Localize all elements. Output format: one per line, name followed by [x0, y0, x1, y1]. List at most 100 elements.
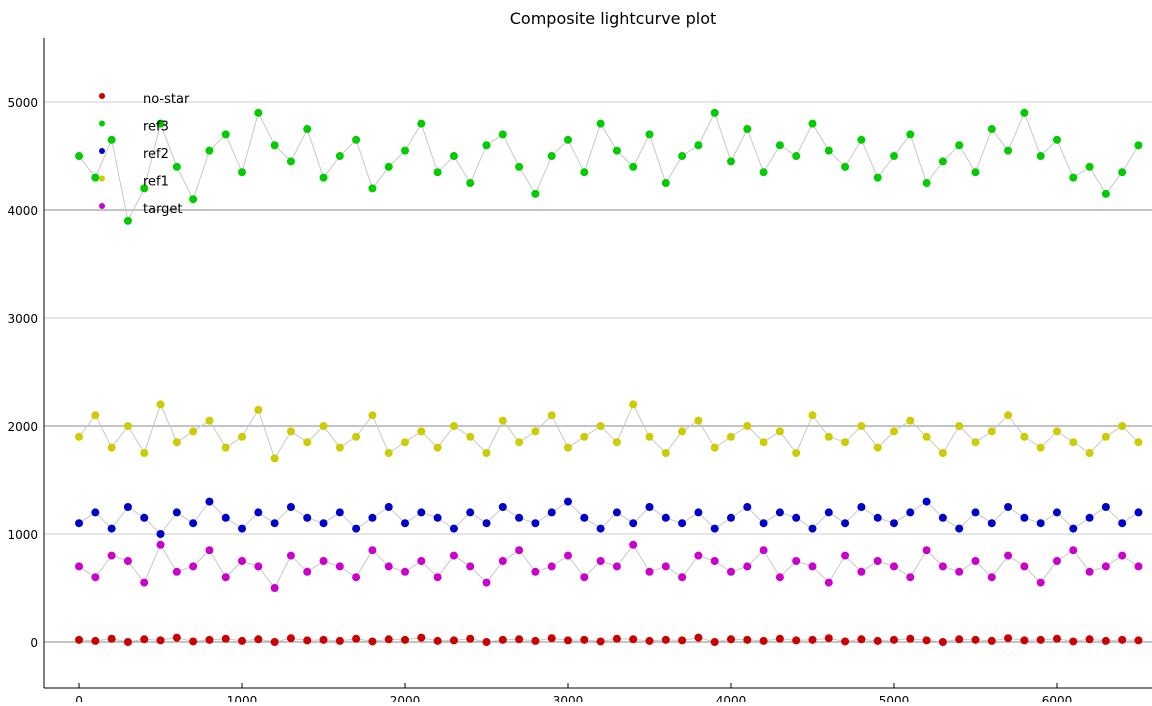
- data-point: [123, 503, 132, 512]
- data-point: [987, 573, 996, 582]
- data-point: [75, 635, 84, 644]
- data-point: [368, 513, 377, 522]
- data-point: [254, 405, 263, 414]
- data-point: [1036, 519, 1045, 528]
- data-point: [629, 519, 638, 528]
- data-point: [710, 557, 719, 566]
- data-point: [955, 567, 964, 576]
- data-point: [286, 427, 295, 436]
- data-point: [612, 634, 621, 643]
- data-point: [107, 443, 116, 452]
- data-point: [955, 635, 964, 644]
- data-point: [75, 519, 84, 528]
- x-tick-label: 1000: [227, 694, 258, 702]
- data-point: [417, 633, 426, 642]
- series-line: [78, 500, 1139, 535]
- data-point: [1118, 551, 1127, 560]
- data-point: [922, 497, 931, 506]
- data-point: [270, 519, 279, 528]
- legend-label-no-star: no-star: [143, 92, 190, 107]
- data-point: [938, 513, 947, 522]
- data-point: [449, 152, 458, 161]
- data-point: [352, 432, 361, 441]
- data-point: [808, 411, 817, 420]
- data-point: [824, 508, 833, 517]
- data-point: [775, 573, 784, 582]
- data-point: [1069, 438, 1078, 447]
- data-point: [286, 157, 295, 166]
- data-point: [1052, 634, 1061, 643]
- data-point: [172, 508, 181, 517]
- data-point: [580, 513, 589, 522]
- data-point: [221, 513, 230, 522]
- data-point: [612, 508, 621, 517]
- data-point: [841, 438, 850, 447]
- data-point: [857, 422, 866, 431]
- data-point: [987, 125, 996, 134]
- data-point: [1134, 562, 1143, 571]
- data-point: [726, 432, 735, 441]
- data-point: [906, 634, 915, 643]
- data-point: [449, 422, 458, 431]
- data-point: [661, 449, 670, 458]
- data-point: [1036, 578, 1045, 587]
- data-point: [775, 427, 784, 436]
- data-point: [482, 637, 491, 646]
- data-point: [91, 411, 100, 420]
- series-ref1: [75, 400, 1143, 463]
- legend-label-ref1: ref1: [143, 175, 169, 190]
- data-point: [629, 635, 638, 644]
- data-point: [238, 636, 247, 645]
- data-point: [433, 573, 442, 582]
- data-point: [678, 573, 687, 582]
- data-point: [1085, 567, 1094, 576]
- data-point: [661, 635, 670, 644]
- data-point: [1036, 443, 1045, 452]
- data-point: [1101, 636, 1110, 645]
- data-point: [254, 635, 263, 644]
- data-point: [205, 635, 214, 644]
- legend-marker-ref2: [99, 148, 105, 154]
- data-point: [368, 637, 377, 646]
- data-point: [1134, 636, 1143, 645]
- data-point: [352, 524, 361, 533]
- data-point: [1118, 635, 1127, 644]
- data-point: [221, 443, 230, 452]
- data-point: [286, 503, 295, 512]
- data-point: [759, 546, 768, 555]
- series-target: [75, 540, 1143, 592]
- data-point: [678, 152, 687, 161]
- legend-label-target: target: [143, 202, 183, 217]
- data-point: [1118, 519, 1127, 528]
- data-point: [971, 508, 980, 517]
- data-point: [1036, 635, 1045, 644]
- data-point: [75, 152, 84, 161]
- data-point: [286, 551, 295, 560]
- legend-label-ref3: ref3: [143, 120, 169, 135]
- data-point: [303, 438, 312, 447]
- data-point: [987, 427, 996, 436]
- data-point: [710, 108, 719, 117]
- data-point: [938, 637, 947, 646]
- data-point: [303, 513, 312, 522]
- data-point: [1134, 141, 1143, 150]
- data-point: [238, 432, 247, 441]
- data-point: [792, 513, 801, 522]
- data-point: [1052, 427, 1061, 436]
- data-point: [612, 146, 621, 155]
- data-point: [466, 634, 475, 643]
- data-point: [808, 119, 817, 128]
- data-point: [629, 540, 638, 549]
- data-point: [91, 508, 100, 517]
- data-point: [205, 546, 214, 555]
- data-point: [792, 557, 801, 566]
- data-point: [792, 449, 801, 458]
- series-no-star: [75, 633, 1143, 646]
- data-point: [922, 179, 931, 188]
- data-point: [417, 119, 426, 128]
- data-point: [335, 508, 344, 517]
- x-tick-label: 2000: [390, 694, 421, 702]
- data-point: [515, 635, 524, 644]
- data-point: [580, 635, 589, 644]
- data-point: [335, 443, 344, 452]
